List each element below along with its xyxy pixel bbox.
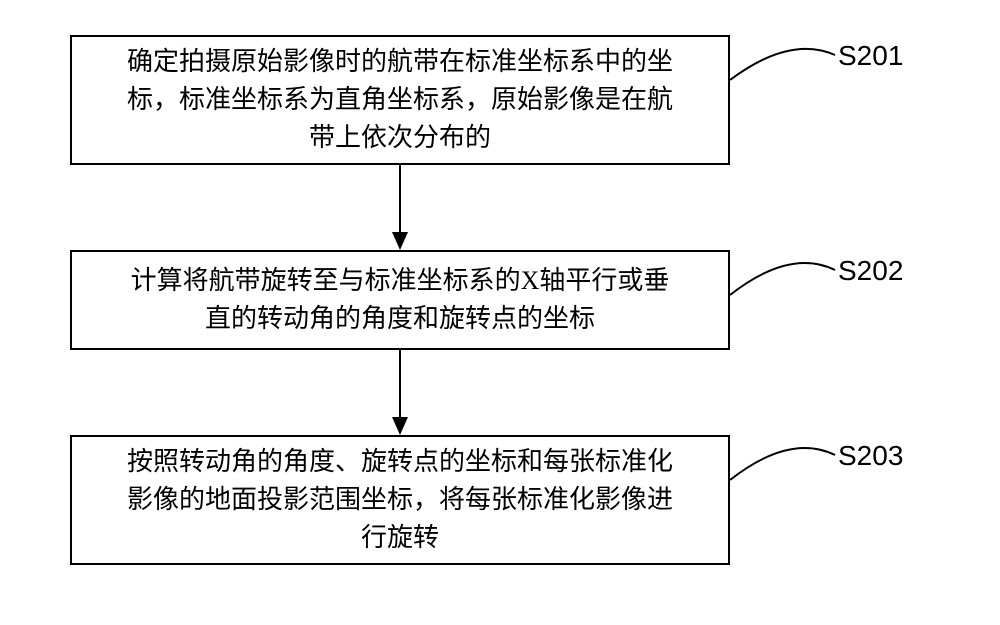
step-label-s202: S202 [838,255,903,287]
step-box-s201: 确定拍摄原始影像时的航带在标准坐标系中的坐 标，标准坐标系为直角坐标系，原始影像… [70,35,730,165]
step-box-s202: 计算将航带旋转至与标准坐标系的X轴平行或垂 直的转动角的角度和旋转点的坐标 [70,250,730,350]
leader-line-s203 [725,428,840,485]
step-text-s203: 按照转动角的角度、旋转点的坐标和每张标准化 影像的地面投影范围坐标，将每张标准化… [127,443,673,556]
arrow-s202-to-s203 [390,350,410,435]
step-text-s202: 计算将航带旋转至与标准坐标系的X轴平行或垂 直的转动角的角度和旋转点的坐标 [131,262,670,337]
step-text-s201: 确定拍摄原始影像时的航带在标准坐标系中的坐 标，标准坐标系为直角坐标系，原始影像… [127,43,673,156]
leader-line-s201 [725,30,840,85]
flowchart-canvas: 确定拍摄原始影像时的航带在标准坐标系中的坐 标，标准坐标系为直角坐标系，原始影像… [0,0,1000,625]
step-box-s203: 按照转动角的角度、旋转点的坐标和每张标准化 影像的地面投影范围坐标，将每张标准化… [70,435,730,565]
step-label-s201: S201 [838,40,903,72]
step-label-s203: S203 [838,440,903,472]
leader-line-s202 [725,243,840,300]
arrow-s201-to-s202 [390,165,410,250]
